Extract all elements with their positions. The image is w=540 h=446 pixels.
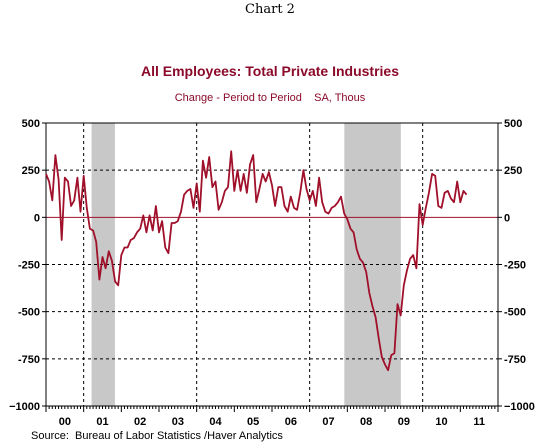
source-note: Source: Bureau of Labor Statistics /Have… (31, 430, 283, 442)
x-tick-label: 03 (172, 416, 184, 428)
y-tick-label-left: 0 (34, 212, 40, 224)
x-tick-label: 04 (209, 416, 222, 428)
x-tick-label: 01 (96, 416, 108, 428)
y-tick-label-right: -750 (504, 354, 526, 366)
chart-number: Chart 2 (245, 2, 295, 17)
y-tick-label-right: -500 (504, 307, 526, 319)
y-tick-label-right: 0 (504, 212, 510, 224)
y-tick-label-right: 250 (504, 165, 522, 177)
y-tick-label-left: 250 (22, 165, 40, 177)
y-tick-label-left: -500 (18, 307, 40, 319)
y-tick-label-right: 500 (504, 118, 522, 130)
y-tick-label-right: −1000 (504, 401, 535, 413)
x-tick-label: 10 (435, 416, 447, 428)
y-tick-label-right: -250 (504, 260, 526, 272)
y-tick-label-left: -750 (18, 354, 40, 366)
x-tick-label: 07 (322, 416, 334, 428)
y-tick-label-left: 500 (22, 118, 40, 130)
x-tick-label: 05 (247, 416, 259, 428)
x-tick-label: 00 (59, 416, 71, 428)
x-tick-label: 09 (398, 416, 410, 428)
x-tick-label: 02 (134, 416, 146, 428)
series-line-1 (45, 150, 468, 372)
y-tick-label-left: −1000 (9, 401, 40, 413)
x-tick-label: 08 (360, 416, 372, 428)
chart-subtitle: Change - Period to Period SA, Thous (174, 92, 366, 104)
y-tick-label-left: -250 (18, 260, 40, 272)
x-tick-label: 06 (285, 416, 297, 428)
chart-title: All Employees: Total Private Industries (140, 63, 400, 79)
recession-shade-1 (91, 123, 115, 406)
x-tick-label: 11 (473, 416, 485, 428)
